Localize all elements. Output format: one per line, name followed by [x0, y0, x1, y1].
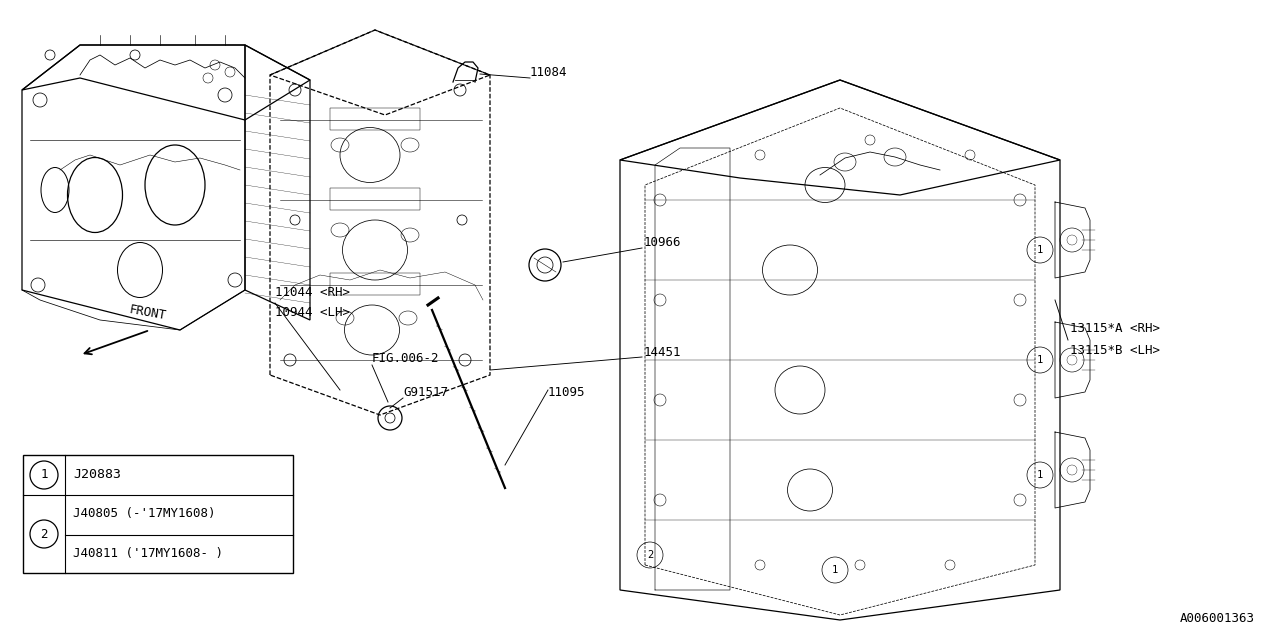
Text: 1: 1	[1037, 245, 1043, 255]
Text: 11095: 11095	[548, 385, 585, 399]
Text: 1: 1	[40, 468, 47, 481]
Text: 13115*B <LH>: 13115*B <LH>	[1070, 344, 1160, 356]
Text: 1: 1	[1037, 470, 1043, 480]
Bar	[330, 188, 420, 210]
Text: 2: 2	[40, 527, 47, 541]
Text: J40805 (-'17MY1608): J40805 (-'17MY1608)	[73, 508, 215, 520]
Text: 2: 2	[646, 550, 653, 560]
Text: J20883: J20883	[73, 468, 122, 481]
Text: 11044 <RH>: 11044 <RH>	[275, 285, 349, 298]
Text: 1: 1	[832, 565, 838, 575]
Text: G91517: G91517	[403, 385, 448, 399]
Bar	[330, 108, 420, 130]
Text: 10966: 10966	[644, 236, 681, 248]
Text: 10944 <LH>: 10944 <LH>	[275, 307, 349, 319]
Text: 13115*A <RH>: 13115*A <RH>	[1070, 321, 1160, 335]
Text: A006001363: A006001363	[1180, 611, 1254, 625]
Text: 11084: 11084	[530, 67, 567, 79]
Text: J40811 ('17MY1608- ): J40811 ('17MY1608- )	[73, 547, 223, 559]
Text: 14451: 14451	[644, 346, 681, 358]
Text: FIG.006-2: FIG.006-2	[372, 351, 439, 365]
Bar	[23, 455, 293, 573]
Text: 1: 1	[1037, 355, 1043, 365]
Bar	[330, 273, 420, 295]
Text: FRONT: FRONT	[128, 303, 168, 322]
